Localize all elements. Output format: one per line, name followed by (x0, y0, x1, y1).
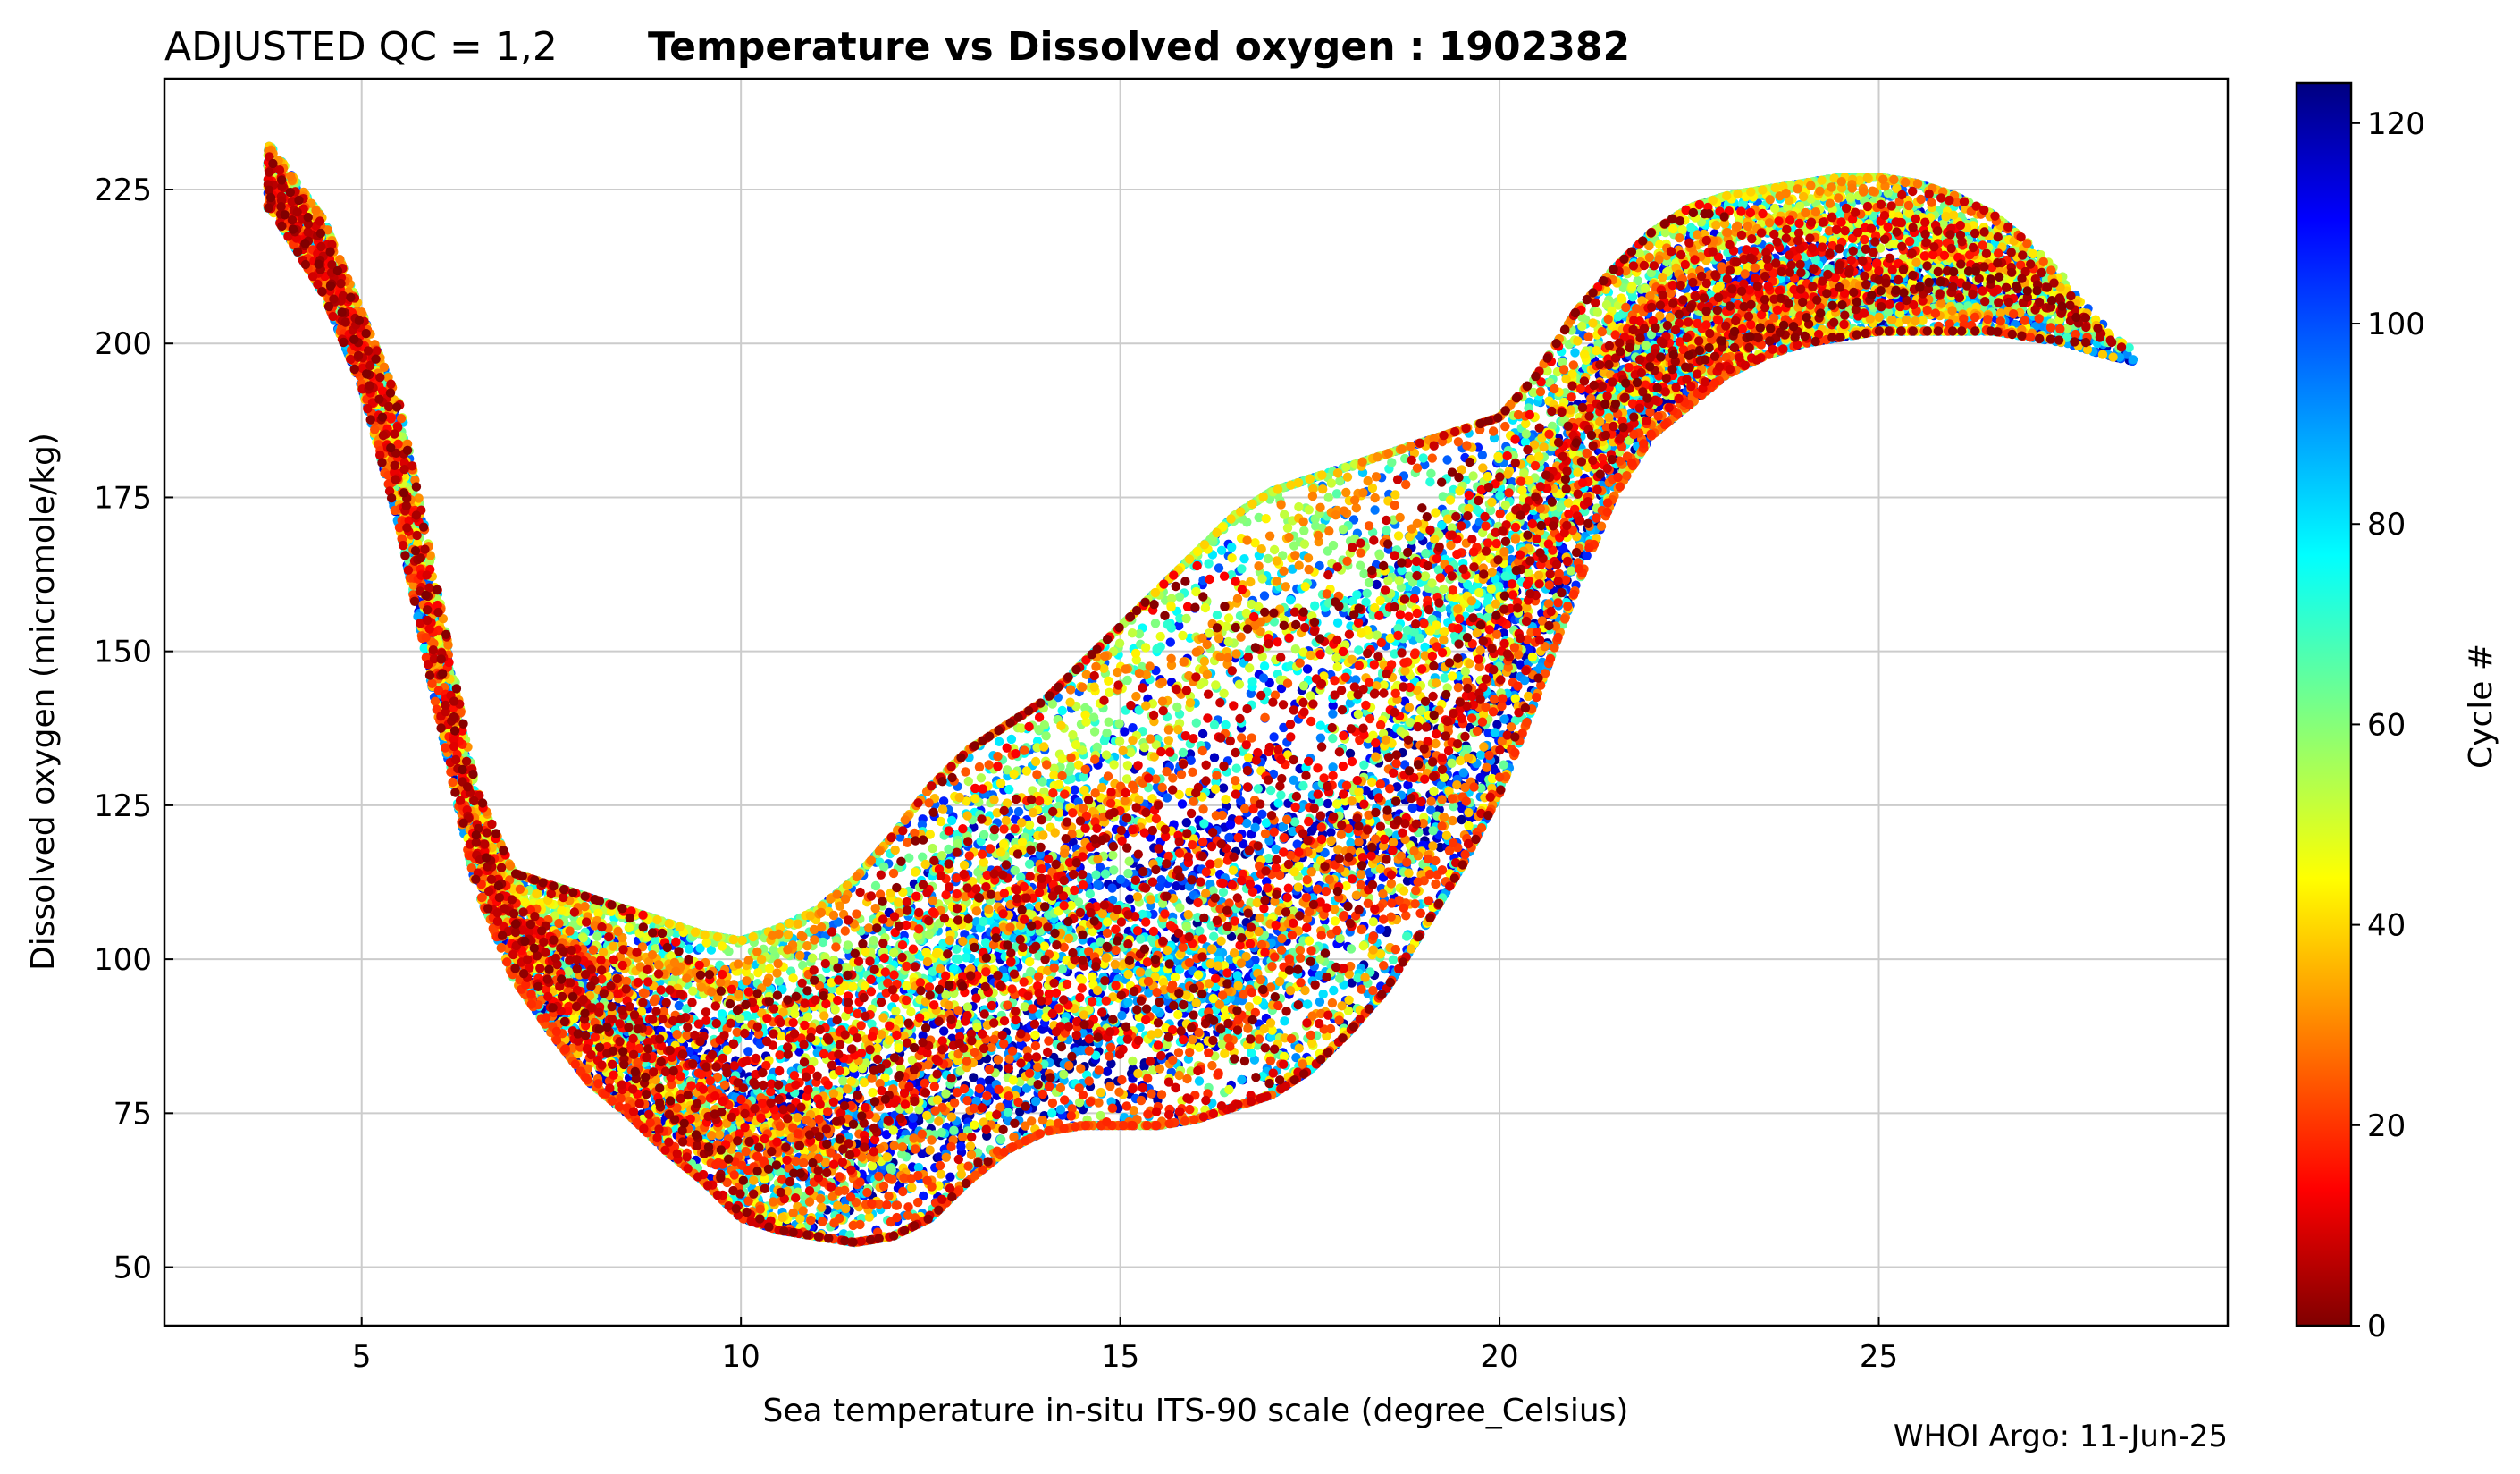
cycle-profile (266, 197, 2084, 1199)
colorbar-tick-label: 80 (2367, 507, 2406, 543)
cycle-profile (264, 203, 2091, 1247)
colorbar-ticks: 0 20 40 60 80 100 120 (2351, 106, 2425, 1344)
colorbar-tick-label: 40 (2367, 908, 2406, 944)
colorbar-tick-label: 120 (2367, 106, 2425, 142)
data-points (263, 141, 2138, 1248)
x-tick-label: 25 (1860, 1339, 1898, 1375)
colorbar-title: Cycle # (2463, 644, 2499, 769)
chart-title-prefix: ADJUSTED QC = 1,2 (164, 24, 558, 70)
cycle-profile (265, 167, 2076, 1093)
y-tick-label: 75 (113, 1096, 152, 1132)
y-axis-title: Dissolved oxygen (micromole/kg) (25, 433, 62, 971)
chart-title: Temperature vs Dissolved oxygen : 190238… (648, 24, 1630, 70)
colorbar-tick-label: 0 (2367, 1309, 2387, 1344)
y-tick-label: 50 (113, 1251, 152, 1286)
x-tick-label: 10 (722, 1339, 760, 1375)
y-tick-label: 200 (94, 326, 152, 362)
x-tick-label: 15 (1101, 1339, 1139, 1375)
x-axis-title: Sea temperature in-situ ITS-90 scale (de… (763, 1393, 1629, 1429)
x-tick-label: 20 (1480, 1339, 1518, 1375)
plot-frame (163, 77, 2230, 1327)
x-tick-label: 5 (352, 1339, 372, 1375)
y-tick-label: 100 (94, 942, 152, 978)
credit-text: WHOI Argo: 11-Jun-25 (1894, 1419, 2228, 1454)
colorbar (2295, 81, 2353, 1327)
y-tick-label: 175 (94, 480, 152, 516)
cycle-profile (265, 152, 2026, 1029)
cycle-profile (264, 185, 2103, 1157)
cycle-profile (268, 158, 1729, 1015)
colorbar-tick-label: 100 (2367, 307, 2425, 342)
x-axis-ticks: 5 10 15 20 25 (352, 1317, 1898, 1375)
y-axis-ticks: 50 75 100 125 150 175 200 225 (94, 173, 173, 1286)
colorbar-tick-label: 20 (2367, 1108, 2406, 1144)
y-tick-label: 150 (94, 635, 152, 670)
y-tick-label: 225 (94, 173, 152, 208)
y-tick-label: 125 (94, 788, 152, 824)
colorbar-tick-label: 60 (2367, 707, 2406, 743)
cycle-profile (265, 192, 2081, 1185)
